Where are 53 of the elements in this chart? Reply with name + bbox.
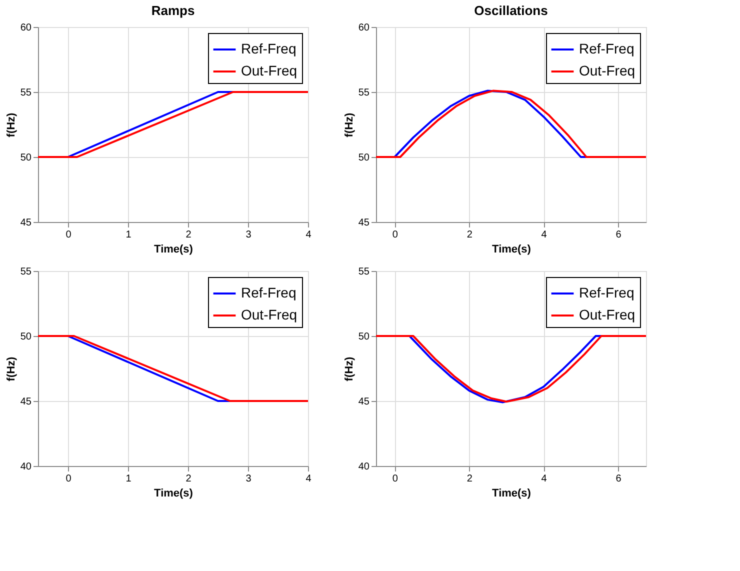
x-tick-label: 4 [306,474,312,484]
y-tick-label: 55 [20,266,32,278]
x-tick-label: 4 [541,230,548,240]
x-tick-label: 1 [126,474,132,484]
legend-label: Out-Freq [241,306,298,322]
y-tick-label: 50 [20,332,32,342]
y-tick-label: 40 [20,462,32,472]
y-tick-label: 55 [20,88,32,98]
x-axis-title: Time(s) [492,488,532,500]
x-tick-label: 2 [186,474,192,484]
x-tick-label: 4 [541,474,548,484]
x-tick-label: 2 [466,230,473,240]
legend-label: Ref-Freq [579,284,634,300]
x-tick-label: 3 [246,474,252,484]
y-tick-label: 55 [358,266,370,278]
legend-label: Out-Freq [579,62,636,78]
x-axis-title: Time(s) [492,244,532,256]
y-tick-label: 40 [358,462,370,472]
y-axis-title: f(Hz) [5,112,18,138]
x-tick-label: 6 [616,474,622,484]
legend-label: Out-Freq [579,306,636,322]
y-tick-label: 45 [20,218,32,228]
y-axis-title: f(Hz) [5,356,18,382]
y-tick-label: 45 [358,218,370,228]
y-axis-title: f(Hz) [343,112,356,138]
y-tick-label: 50 [358,152,370,164]
legend-label: Ref-Freq [579,40,634,56]
line-series [376,90,646,158]
legend-label: Ref-Freq [241,40,296,56]
y-axis-title: f(Hz) [343,356,356,382]
x-tick-label: 4 [306,230,312,240]
x-axis-title: Time(s) [154,244,194,256]
x-tick-label: 2 [186,230,192,240]
y-tick-label: 60 [358,22,370,34]
chart-title: Oscillations [474,3,548,18]
y-tick-label: 50 [20,152,32,164]
x-tick-label: 0 [66,474,72,484]
x-tick-label: 6 [616,230,622,240]
chart-title: Ramps [151,3,195,18]
x-tick-label: 0 [392,230,398,240]
x-tick-label: 0 [66,230,72,240]
y-tick-label: 45 [20,396,32,408]
x-tick-label: 3 [246,230,252,240]
legend-label: Ref-Freq [241,284,296,300]
y-tick-label: 60 [20,22,32,34]
x-tick-label: 2 [466,474,473,484]
x-axis-title: Time(s) [154,488,194,500]
y-tick-label: 55 [358,88,370,98]
y-tick-label: 50 [358,332,370,342]
x-tick-label: 0 [392,474,398,484]
y-tick-label: 45 [358,396,370,408]
x-tick-label: 1 [126,230,132,240]
legend-label: Out-Freq [241,62,298,78]
